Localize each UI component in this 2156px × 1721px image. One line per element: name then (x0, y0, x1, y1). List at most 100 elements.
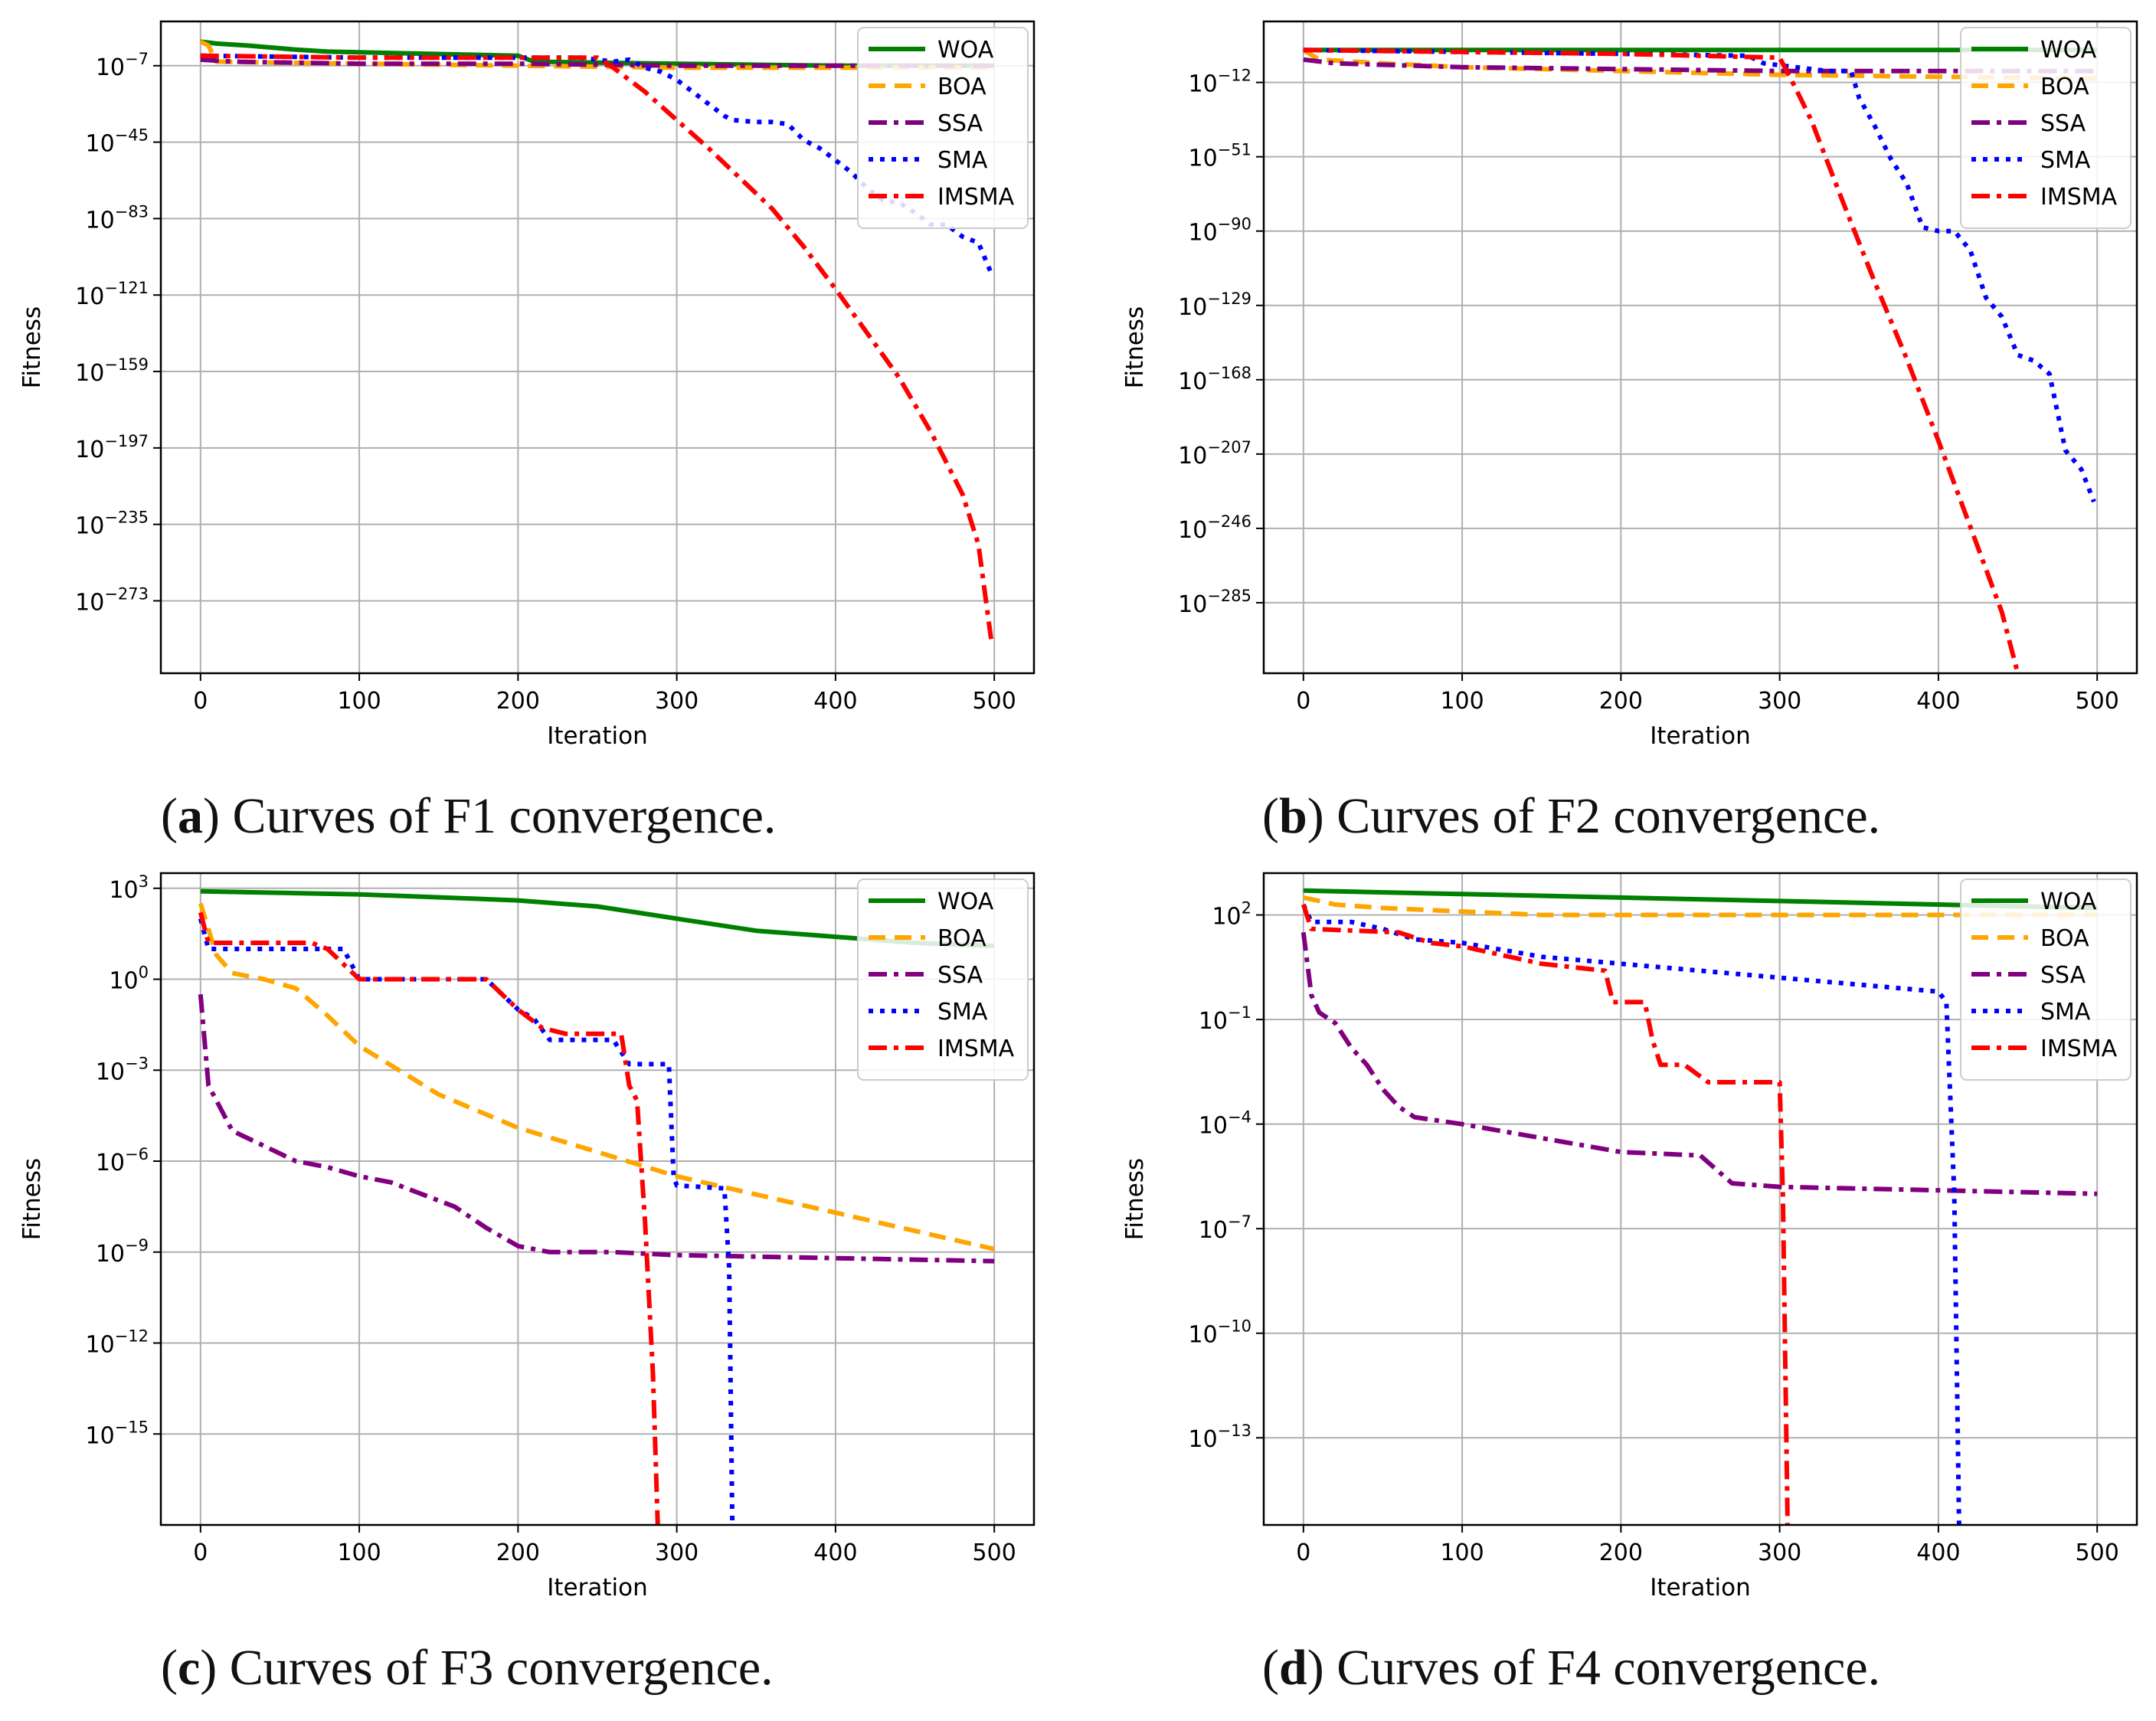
y-tick-label: 10−168 (1178, 364, 1251, 395)
series-group (199, 39, 995, 640)
series-line-sma (1301, 903, 1961, 1525)
y-tick-label: 10−285 (1178, 587, 1251, 618)
y-tick-label: 10−10 (1188, 1317, 1251, 1349)
x-tick-label: 300 (655, 688, 698, 715)
y-tick-label: 10−7 (1199, 1212, 1251, 1244)
caption-b: (b) Curves of F2 convergence. (1262, 788, 1881, 844)
x-tick-label: 400 (813, 688, 857, 715)
legend-label-woa: WOA (2040, 888, 2097, 915)
legend-label-boa: BOA (937, 74, 986, 100)
y-tick-label: 10−9 (96, 1236, 149, 1268)
x-tick-label: 100 (1440, 688, 1484, 715)
chart-panel-b: 0 100 200 300 400 500 10−12 10−51 10−90 10−129 10−… (1121, 20, 2138, 750)
y-tick-label: 10−90 (1188, 215, 1251, 247)
x-axis-label: Iteration (547, 722, 648, 750)
x-tick-label: 200 (496, 1539, 540, 1566)
legend-box (857, 878, 1029, 1081)
x-axis-label: Iteration (1650, 1574, 1751, 1602)
series-line-ssa (1300, 932, 2098, 1196)
chart-panel-a: 0 100 200 300 400 500 10−7 10−45 10−83 10−121 10−1… (18, 20, 1035, 750)
y-tick-label: 10−45 (85, 126, 149, 158)
y-axis-label: Fitness (18, 1158, 46, 1240)
x-tick-label: 0 (1296, 688, 1310, 715)
legend: WOA BOA SSA SMA IMSMA (1960, 878, 2131, 1081)
legend-label-boa: BOA (937, 925, 986, 952)
y-axis-label: Fitness (18, 306, 46, 388)
x-tick-label: 300 (1758, 1539, 1801, 1566)
series-line-ssa (198, 994, 995, 1264)
series-line-ssa (1303, 57, 2098, 74)
y-tick-label: 10−83 (85, 202, 149, 234)
series-line-boa (1303, 895, 2098, 918)
x-tick-label: 400 (1916, 1539, 1960, 1566)
series-line-imsma (1300, 904, 1790, 1525)
x-tick-label: 0 (193, 688, 208, 715)
legend-label-boa: BOA (2040, 74, 2089, 100)
x-tick-label: 400 (813, 1539, 857, 1566)
y-tick-label: 10−12 (85, 1327, 149, 1359)
axes-frame (1262, 872, 2138, 1526)
legend-label-woa: WOA (937, 37, 994, 64)
y-tick-label: 103 (109, 872, 149, 904)
x-tick-label: 500 (2076, 688, 2119, 715)
axes-frame (1262, 20, 2138, 675)
legend: WOA BOA SSA SMA IMSMA (1960, 27, 2131, 229)
legend-label-imsma: IMSMA (2040, 184, 2118, 211)
legend-label-sma: SMA (2040, 999, 2091, 1026)
x-tick-label: 100 (337, 688, 381, 715)
y-tick-label: 10−13 (1188, 1422, 1251, 1453)
series-line-sma (1303, 47, 2096, 503)
y-tick-label: 10−197 (75, 432, 149, 463)
y-tick-label: 10−3 (96, 1054, 149, 1085)
x-tick-label: 500 (973, 688, 1016, 715)
y-tick-label: 10−12 (1188, 67, 1251, 98)
legend-label-ssa: SSA (2040, 962, 2086, 989)
legend-label-imsma: IMSMA (2040, 1036, 2118, 1062)
legend-box (857, 27, 1029, 229)
series-line-boa (198, 902, 995, 1251)
legend-box (1960, 27, 2131, 229)
y-tick-label: 10−6 (96, 1145, 149, 1176)
y-tick-label: 10−1 (1199, 1003, 1251, 1035)
legend-label-ssa: SSA (937, 110, 983, 137)
legend-label-woa: WOA (937, 888, 994, 915)
x-axis-label: Iteration (1650, 722, 1751, 750)
x-tick-label: 0 (193, 1539, 208, 1566)
x-tick-label: 500 (2076, 1539, 2119, 1566)
x-axis-label: Iteration (547, 1574, 648, 1602)
series-line-imsma (200, 53, 993, 640)
y-axis-label: Fitness (1121, 1158, 1149, 1240)
y-tick-label: 10−235 (75, 509, 149, 540)
legend-label-imsma: IMSMA (937, 184, 1015, 211)
x-tick-label: 500 (973, 1539, 1016, 1566)
y-tick-label: 10−7 (96, 50, 149, 81)
legend-label-ssa: SSA (2040, 110, 2086, 137)
x-tick-label: 400 (1916, 688, 1960, 715)
y-tick-label: 10−129 (1178, 290, 1251, 321)
x-tick-label: 100 (337, 1539, 381, 1566)
y-tick-label: 10−51 (1188, 141, 1251, 172)
x-tick-label: 0 (1296, 1539, 1310, 1566)
x-tick-label: 300 (1758, 688, 1801, 715)
chart-panel-d: 0 100 200 300 400 500 102 10−1 10−4 10−7 10−10 10−1… (1121, 872, 2138, 1602)
legend-label-sma: SMA (2040, 147, 2091, 174)
y-tick-label: 10−273 (75, 584, 149, 616)
legend-label-sma: SMA (937, 999, 988, 1026)
y-tick-label: 10−4 (1199, 1108, 1251, 1140)
y-tick-label: 100 (109, 964, 149, 995)
legend: WOA BOA SSA SMA IMSMA (857, 878, 1029, 1081)
axes-frame (159, 872, 1035, 1526)
series-line-imsma (1303, 47, 2020, 673)
y-tick-label: 10−15 (85, 1418, 149, 1449)
legend-label-woa: WOA (2040, 37, 2097, 64)
series-line-ssa (200, 57, 995, 68)
legend-label-boa: BOA (2040, 925, 2089, 952)
legend-box (1960, 878, 2131, 1081)
x-tick-label: 300 (655, 1539, 698, 1566)
legend: WOA BOA SSA SMA IMSMA (857, 27, 1029, 229)
x-tick-label: 200 (1599, 688, 1643, 715)
axes-frame (159, 20, 1035, 675)
y-tick-label: 10−159 (75, 355, 149, 387)
